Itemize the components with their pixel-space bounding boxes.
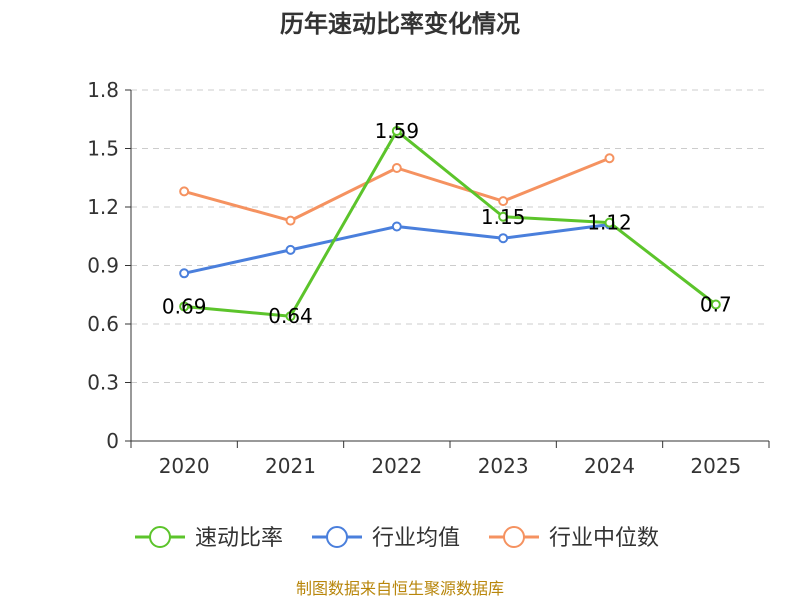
data-point-industry-mean[interactable] bbox=[498, 233, 509, 244]
y-tick-label: 0 bbox=[106, 429, 119, 453]
chart-title: 历年速动比率变化情况 bbox=[280, 10, 520, 38]
data-point-quick-ratio[interactable] bbox=[391, 125, 402, 136]
data-label: 1.15 bbox=[481, 205, 526, 229]
data-label: 0.64 bbox=[268, 304, 313, 328]
data-label: 0.69 bbox=[162, 294, 207, 318]
data-point-industry-mean[interactable] bbox=[391, 221, 402, 232]
data-labels: 0.69 0.64 1.59 1.15 1.12 0.7 bbox=[162, 119, 732, 328]
legend-swatch-marker bbox=[149, 526, 171, 548]
data-point-industry-median[interactable] bbox=[498, 196, 509, 207]
data-label: 1.12 bbox=[587, 211, 632, 235]
x-tick-label: 2021 bbox=[265, 454, 316, 478]
data-point-industry-mean[interactable] bbox=[285, 244, 296, 255]
data-point-industry-median[interactable] bbox=[179, 186, 190, 197]
gridlines bbox=[131, 89, 769, 383]
data-point-quick-ratio[interactable] bbox=[604, 217, 615, 228]
data-point-quick-ratio[interactable] bbox=[179, 301, 190, 312]
data-point-industry-median[interactable] bbox=[604, 153, 615, 164]
data-label: 0.7 bbox=[700, 293, 732, 317]
data-point-quick-ratio[interactable] bbox=[285, 311, 296, 322]
x-tick-label: 2020 bbox=[159, 454, 210, 478]
legend-item-industry-median[interactable]: 行业中位数 bbox=[489, 526, 659, 551]
y-tick-labels: 0 0.3 0.6 0.9 1.2 1.5 1.8 bbox=[87, 78, 119, 453]
y-tick-label: 0.9 bbox=[87, 254, 119, 278]
data-point-quick-ratio[interactable] bbox=[498, 211, 509, 222]
x-tick-label: 2023 bbox=[478, 454, 529, 478]
legend: 速动比率 行业均值 行业中位数 bbox=[135, 526, 659, 551]
data-label: 1.59 bbox=[375, 119, 420, 143]
series-lines bbox=[179, 125, 721, 322]
y-tick-label: 0.3 bbox=[87, 371, 119, 395]
data-point-industry-mean[interactable] bbox=[179, 268, 190, 279]
data-point-industry-median[interactable] bbox=[391, 163, 402, 173]
x-tick-label: 2025 bbox=[690, 454, 741, 478]
axes bbox=[125, 89, 770, 448]
legend-label: 速动比率 bbox=[195, 526, 283, 551]
legend-label: 行业均值 bbox=[372, 526, 460, 551]
data-point-industry-median[interactable] bbox=[285, 215, 296, 226]
x-tick-labels: 2020 2021 2022 2023 2024 2025 bbox=[159, 454, 742, 478]
series-line-quick-ratio bbox=[184, 129, 717, 318]
legend-item-industry-mean[interactable]: 行业均值 bbox=[312, 526, 460, 551]
x-tick-label: 2022 bbox=[371, 454, 422, 478]
y-tick-label: 0.6 bbox=[87, 312, 119, 336]
legend-label: 行业中位数 bbox=[549, 526, 659, 551]
y-tick-label: 1.8 bbox=[87, 78, 119, 102]
data-point-quick-ratio[interactable] bbox=[710, 299, 721, 310]
legend-swatch-marker bbox=[503, 526, 525, 548]
legend-swatch-marker bbox=[326, 526, 348, 548]
source-note: 制图数据来自恒生聚源数据库 bbox=[296, 579, 504, 598]
y-tick-label: 1.5 bbox=[87, 137, 119, 161]
x-tick-label: 2024 bbox=[584, 454, 635, 478]
y-tick-label: 1.2 bbox=[87, 195, 119, 219]
legend-item-quick-ratio[interactable]: 速动比率 bbox=[135, 526, 283, 551]
